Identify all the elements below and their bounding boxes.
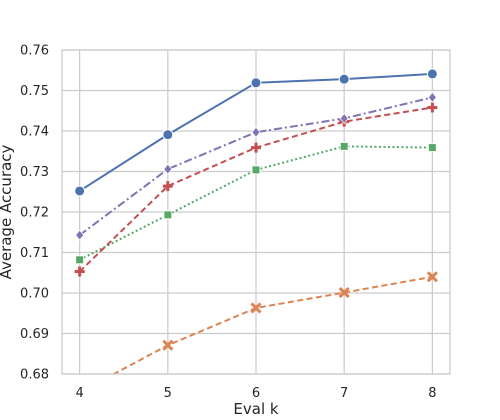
- data-point: [75, 255, 85, 265]
- data-point: [251, 165, 261, 175]
- series-3: [75, 141, 437, 265]
- y-tick-labels: 0.68 0.69 0.70 0.71 0.72 0.73 0.74 0.75 0.76: [20, 44, 49, 383]
- data-point: [427, 91, 437, 104]
- data-point: [426, 68, 438, 80]
- data-point: [162, 181, 173, 192]
- series-1: [74, 68, 438, 197]
- data-point: [339, 112, 349, 125]
- y-tick-label: 0.74: [20, 125, 49, 140]
- data-point: [250, 77, 262, 89]
- data-point: [338, 287, 350, 299]
- series-group: [74, 68, 438, 374]
- data-point: [427, 102, 438, 113]
- y-tick-label: 0.71: [20, 246, 49, 261]
- data-point: [426, 271, 438, 283]
- x-tick-labels: 4 5 6 7 8: [75, 386, 436, 401]
- data-point: [162, 339, 174, 351]
- data-point: [427, 143, 437, 153]
- y-tick-label: 0.72: [20, 206, 49, 221]
- x-tick-label: 6: [252, 386, 260, 401]
- x-axis-label: Eval k: [233, 400, 278, 418]
- plot-frame: [61, 49, 451, 375]
- x-tick-label: 5: [164, 386, 172, 401]
- x-tick-label: 4: [75, 386, 83, 401]
- data-point: [251, 142, 261, 153]
- data-point: [338, 73, 350, 85]
- data-point: [251, 126, 261, 138]
- data-point: [74, 266, 85, 277]
- y-tick-label: 0.76: [20, 44, 49, 59]
- data-point: [163, 210, 173, 220]
- y-tick-label: 0.75: [20, 84, 49, 99]
- y-axis-label: Average Accuracy: [0, 144, 15, 279]
- x-tick-label: 8: [428, 386, 436, 401]
- y-tick-label: 0.68: [20, 368, 49, 383]
- series-line: [79, 96, 433, 236]
- y-tick-label: 0.69: [20, 327, 49, 342]
- data-point: [75, 229, 85, 241]
- series-5: [75, 91, 437, 241]
- series-2: [111, 271, 438, 374]
- data-point: [250, 302, 262, 314]
- data-point: [163, 163, 173, 175]
- y-tick-label: 0.73: [20, 165, 49, 180]
- data-point: [162, 129, 174, 141]
- y-tick-label: 0.70: [20, 287, 49, 302]
- data-point: [339, 141, 349, 151]
- data-point: [74, 185, 86, 197]
- x-tick-label: 7: [340, 386, 348, 401]
